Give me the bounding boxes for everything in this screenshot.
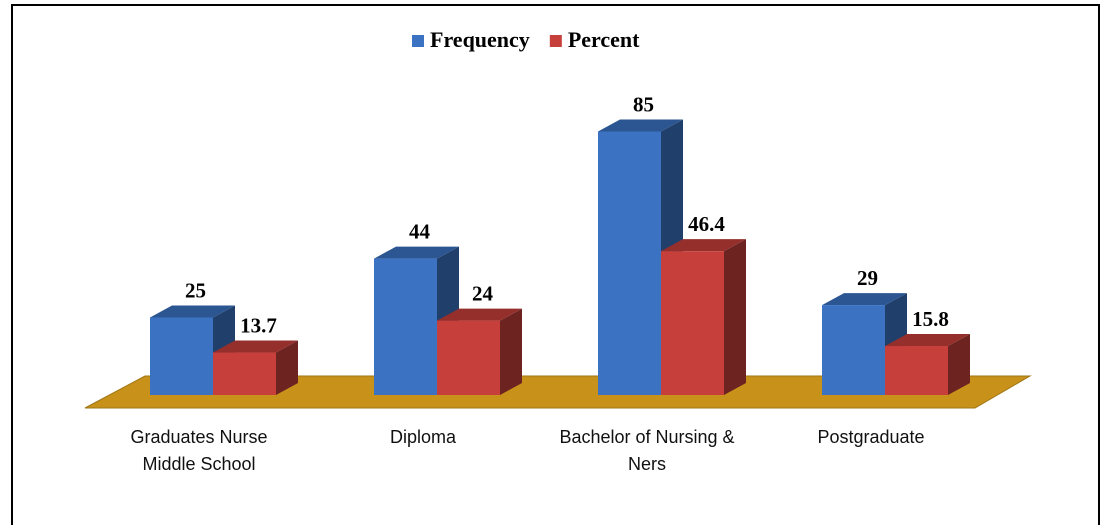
x-tick-label: Postgraduate	[817, 427, 925, 447]
data-label: 29	[857, 266, 878, 290]
bar	[150, 317, 213, 395]
data-label: 44	[409, 219, 431, 243]
data-label: 13.7	[240, 313, 277, 337]
bar-side	[500, 308, 522, 395]
legend-swatch	[412, 35, 424, 47]
bar-side	[948, 334, 970, 395]
bar-top	[213, 340, 298, 353]
bar	[598, 131, 661, 395]
x-tick-label: Bachelor of Nursing & Ners	[559, 427, 735, 474]
bar-top	[661, 239, 746, 252]
floor	[84, 375, 1032, 409]
bar-top	[822, 293, 907, 306]
bar-top	[437, 308, 522, 321]
legend-label: Frequency	[430, 27, 530, 52]
data-label: 85	[633, 92, 654, 116]
x-tick-label: Diploma	[389, 427, 457, 447]
frame	[11, 4, 1100, 525]
bar	[374, 258, 437, 395]
legend-label: Percent	[568, 27, 640, 52]
bar-side	[276, 340, 298, 395]
bar	[885, 346, 948, 395]
bar	[437, 320, 500, 395]
data-label: 25	[185, 278, 206, 302]
data-label: 15.8	[912, 307, 949, 331]
legend-swatch	[549, 35, 562, 47]
data-label: 24	[472, 281, 494, 305]
bar-top	[374, 246, 459, 259]
data-label: 46.4	[688, 212, 725, 236]
bar-top	[885, 334, 970, 347]
bar-top	[150, 305, 235, 318]
bar-side	[724, 239, 746, 395]
bar	[661, 251, 724, 395]
x-tick-label: Graduates Nurse Middle School	[130, 427, 268, 474]
bar-top	[598, 119, 683, 132]
bar	[822, 305, 885, 395]
bar	[213, 352, 276, 395]
